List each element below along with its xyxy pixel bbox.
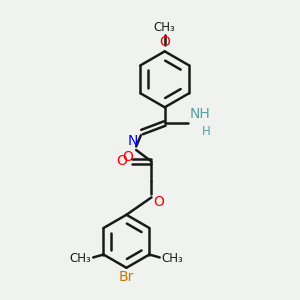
Text: O: O (117, 154, 128, 169)
Text: O: O (153, 195, 164, 209)
Text: O: O (159, 35, 170, 49)
Text: NH: NH (190, 107, 211, 121)
Text: N: N (128, 134, 138, 148)
Text: Br: Br (119, 270, 134, 284)
Text: O: O (122, 150, 133, 164)
Text: H: H (202, 125, 211, 138)
Text: CH₃: CH₃ (162, 252, 184, 265)
Text: CH₃: CH₃ (154, 21, 176, 34)
Text: CH₃: CH₃ (69, 252, 91, 265)
